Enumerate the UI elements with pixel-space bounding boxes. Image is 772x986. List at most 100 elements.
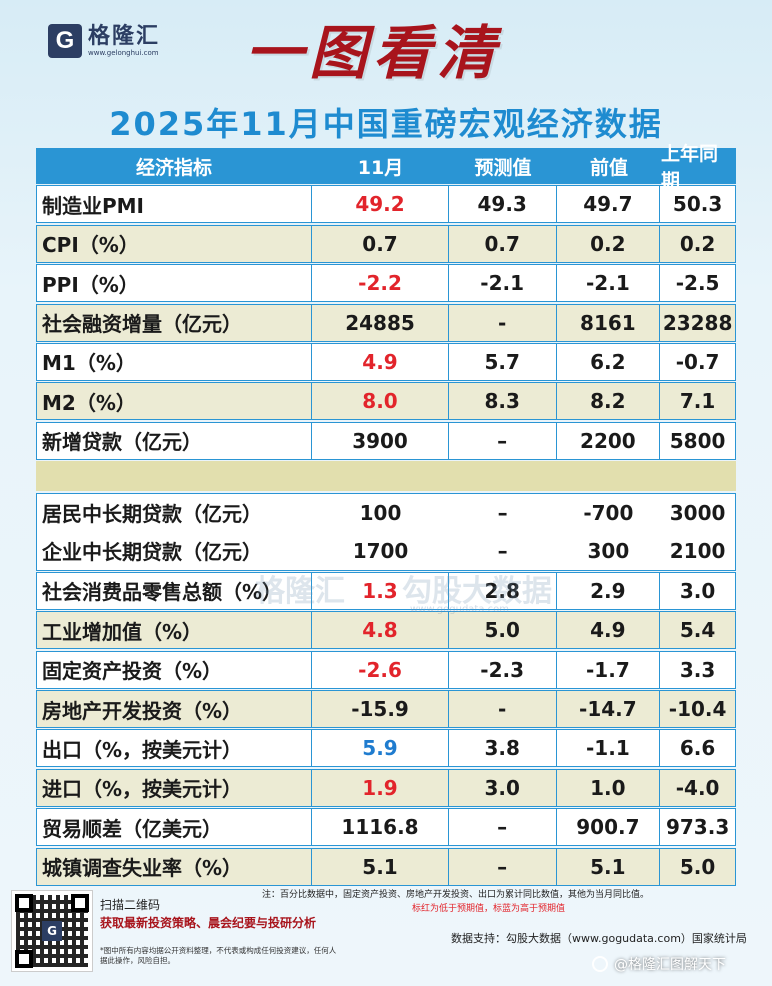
last-year-value-cell: -2.5 [675, 271, 720, 296]
forecast-value-cell: – [497, 538, 508, 563]
data-source: 数据支持：勾股大数据（www.gogudata.com）国家统计局 [451, 932, 747, 945]
current-value-cell: 1700 [352, 538, 409, 563]
forecast-value-cell: -2.3 [449, 651, 557, 688]
header-current: 11月 [357, 156, 404, 179]
header-last-year: 上年同期 [661, 143, 719, 192]
disclaimer: *图中所有内容均据公开资料整理，不代表或构成任何投资建议，任何人据此操作，风险自… [100, 946, 337, 965]
table-row: 城镇调查失业率（%） 5.1–5.1 5.0 [36, 847, 736, 886]
forecast-value-cell: 5.7 [449, 343, 557, 380]
last-year-value-cell: 5.0 [679, 854, 716, 879]
forecast-value-cell: – [449, 422, 557, 459]
scan-prompt: 扫描二维码 [100, 898, 161, 912]
table-row: 出口（%，按美元计） 5.9 3.8 -1.1 6.6 [36, 729, 736, 768]
loan-breakdown-group: 居民中长期贷款（亿元） 100 – -700 3000 企业中长期贷款（亿元） 1700 – 3… [36, 492, 736, 571]
table-row: 社会消费品零售总额（%） 1.3 2.8 2.9 3.0 [36, 571, 736, 610]
indicator-name-cell: 固定资产投资（%） [37, 651, 313, 688]
weibo-handle-text: @格隆汇图解天下 [614, 957, 726, 973]
current-value-cell: 1.3 [312, 572, 449, 609]
table-row: 新增贷款（亿元） 3900–2200 5800 [36, 421, 736, 460]
header-indicator: 经济指标 [135, 156, 212, 179]
last-year-value-cell: 3.3 [679, 657, 716, 682]
last-year-value-cell: -0.7 [675, 349, 720, 374]
last-year-value-cell: 973.3 [665, 815, 730, 840]
table-row: M2（%） 8.0 8.3 8.2 7.1 [36, 382, 736, 421]
current-value-cell: -2.6 [312, 651, 449, 688]
indicator-name-cell: M1（%） [37, 343, 313, 380]
weibo-icon [592, 956, 608, 972]
watermark-url: www.gogudata.com [410, 604, 510, 615]
previous-value-cell: 49.7 [557, 186, 661, 223]
table-row: 固定资产投资（%） -2.6 -2.3 -1.7 3.3 [36, 650, 736, 689]
current-value-cell: -15.9 [312, 691, 449, 728]
previous-value-cell: 6.2 [557, 343, 661, 380]
forecast-value-cell: -2.1 [449, 265, 557, 302]
current-value-cell: 24885 [312, 304, 449, 341]
last-year-value-cell: 23288 [662, 310, 733, 335]
economic-data-table: 经济指标 11月 预测值 前值 上年同期 制造业PMI 49.2 49.3 49.7 5… [36, 143, 736, 886]
current-value-cell: 1116.8 [312, 809, 449, 846]
previous-value-cell: 2.9 [557, 572, 661, 609]
indicator-name-cell: 贸易顺差（亿美元） [37, 809, 313, 846]
table-row: 制造业PMI 49.2 49.3 49.7 50.3 [36, 185, 736, 224]
previous-value-cell: 5.1 [557, 848, 661, 885]
logo-url: www.gelonghui.com [88, 49, 159, 57]
current-value-cell: 0.7 [312, 225, 449, 262]
last-year-value-cell: 2100 [669, 538, 726, 563]
previous-value-cell: 300 [587, 538, 630, 563]
indicator-name-cell: 制造业PMI [37, 186, 313, 223]
current-value-cell: 100 [359, 500, 402, 525]
forecast-value-cell: 5.0 [449, 612, 557, 649]
current-value-cell: -2.2 [312, 265, 449, 302]
last-year-value-cell: -10.4 [668, 697, 727, 722]
forecast-value-cell: 49.3 [449, 186, 557, 223]
color-legend-note: 标红为低于预期值，标蓝为高于预期值 [412, 904, 566, 914]
weibo-handle: @格隆汇图解天下 [592, 954, 726, 974]
table-header: 经济指标 11月 预测值 前值 上年同期 [36, 143, 736, 192]
last-year-value-cell: 0.2 [679, 231, 716, 256]
header-forecast: 预测值 [474, 156, 532, 179]
table-row: 贸易顺差（亿美元） 1116.8–900.7 973.3 [36, 808, 736, 847]
last-year-value-cell: 5800 [669, 428, 726, 453]
headline: 一图看清 [245, 19, 502, 87]
table-row: 房地产开发投资（%） -15.9- -14.7 -10.4 [36, 690, 736, 729]
indicator-name-cell: 新增贷款（亿元） [37, 422, 313, 459]
table-row: PPI（%） -2.2 -2.1 -2.1 -2.5 [36, 264, 736, 303]
logo-mark: G [48, 24, 82, 58]
previous-value-cell: 4.9 [557, 612, 661, 649]
current-value-cell: 1.9 [312, 769, 449, 806]
qr-code: G [11, 890, 93, 972]
table-row: 进口（%，按美元计） 1.9 3.0 1.0 -4.0 [36, 768, 736, 807]
indicator-name-cell: 房地产开发投资（%） [37, 691, 313, 728]
table-row: 居民中长期贷款（亿元） 100 – -700 3000 [37, 494, 735, 532]
brand-logo: G 格隆汇 www.gelonghui.com [48, 24, 160, 58]
forecast-value-cell: 0.7 [449, 225, 557, 262]
forecast-value-cell: – [497, 500, 508, 525]
table-row: 社会融资增量（亿元） 24885-8161 23288 [36, 303, 736, 342]
promo-text: 获取最新投资策略、晨会纪要与投研分析 [100, 916, 317, 930]
qr-logo-icon: G [42, 921, 62, 941]
section-divider [36, 461, 736, 492]
indicator-name-cell: 进口（%，按美元计） [37, 769, 313, 806]
indicator-name-cell: 社会融资增量（亿元） [37, 304, 313, 341]
forecast-value-cell: – [449, 848, 557, 885]
indicator-name-cell: PPI（%） [37, 265, 313, 302]
current-value-cell: 8.0 [312, 383, 449, 420]
footnote: 注：百分比数据中，固定资产投资、房地产开发投资、出口为累计同比数值，其他为当月同… [262, 890, 650, 900]
watermark-gelonghui: 格隆汇 [255, 574, 345, 609]
logo-name: 格隆汇 [88, 24, 161, 49]
page-title: 2025年11月中国重磅宏观经济数据 [109, 105, 663, 143]
footer: G 扫描二维码 获取最新投资策略、晨会纪要与投研分析 *图中所有内容均据公开资料… [0, 884, 772, 986]
previous-value-cell: -1.1 [557, 730, 661, 767]
previous-value-cell: 2200 [557, 422, 661, 459]
previous-value-cell: 1.0 [557, 769, 661, 806]
last-year-value-cell: 5.4 [679, 618, 716, 643]
forecast-value-cell: 2.8 [449, 572, 557, 609]
table-row: 企业中长期贷款（亿元） 1700 – 300 2100 [37, 532, 735, 570]
indicator-name-cell: 城镇调查失业率（%） [37, 848, 313, 885]
previous-value-cell: 8.2 [557, 383, 661, 420]
forecast-value-cell: 8.3 [449, 383, 557, 420]
previous-value-cell: -700 [583, 500, 634, 525]
last-year-value-cell: -4.0 [675, 775, 720, 800]
indicator-name-cell: 工业增加值（%） [37, 612, 313, 649]
indicator-name-cell: 居民中长期贷款（亿元） [42, 502, 262, 527]
